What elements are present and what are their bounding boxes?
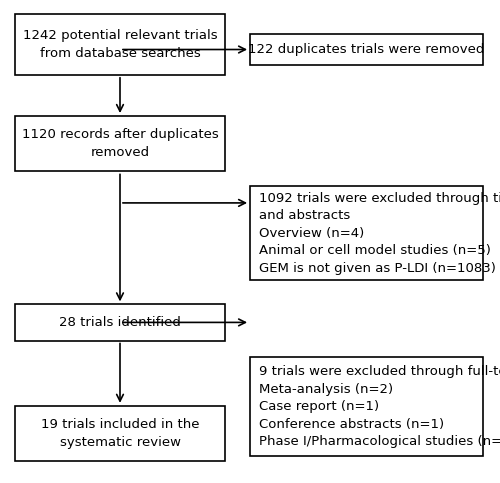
Text: 122 duplicates trials were removed: 122 duplicates trials were removed [248, 43, 484, 56]
Text: 1092 trials were excluded through titles
and abstracts
Overview (n=4)
Animal or : 1092 trials were excluded through titles… [259, 192, 500, 274]
FancyBboxPatch shape [15, 304, 225, 341]
FancyBboxPatch shape [250, 34, 482, 65]
Text: 1242 potential relevant trials
from database searches: 1242 potential relevant trials from data… [22, 29, 218, 60]
FancyBboxPatch shape [15, 116, 225, 171]
FancyBboxPatch shape [250, 357, 482, 456]
Text: 19 trials included in the
systematic review: 19 trials included in the systematic rev… [41, 418, 199, 449]
Text: 9 trials were excluded through full-text
Meta-analysis (n=2)
Case report (n=1)
C: 9 trials were excluded through full-text… [259, 366, 500, 448]
FancyBboxPatch shape [15, 14, 225, 75]
FancyBboxPatch shape [15, 406, 225, 461]
Text: 28 trials identified: 28 trials identified [59, 316, 181, 329]
FancyBboxPatch shape [250, 186, 482, 280]
Text: 1120 records after duplicates
removed: 1120 records after duplicates removed [22, 128, 218, 159]
